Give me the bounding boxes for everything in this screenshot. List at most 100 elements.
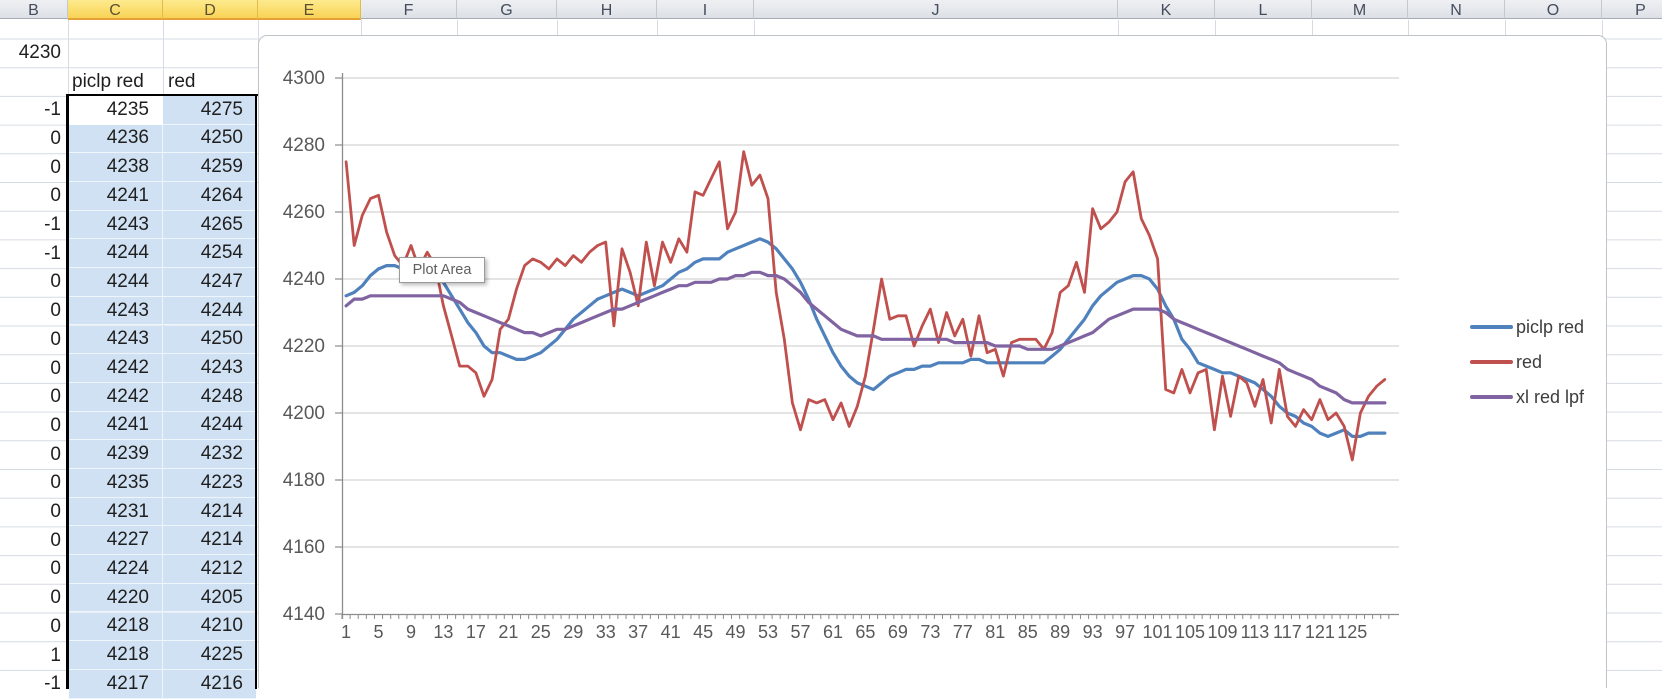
legend-label: red	[1516, 352, 1543, 372]
cell-red[interactable]: 4205	[163, 583, 256, 613]
cell-b[interactable]: 0	[50, 587, 61, 609]
cell-b[interactable]: 0	[50, 472, 61, 494]
cell-piclp-red[interactable]: 4242	[68, 382, 163, 412]
x-axis-label: 29	[563, 622, 583, 642]
cell-red[interactable]: 4232	[163, 440, 256, 469]
cell-red[interactable]: 4243	[163, 354, 256, 383]
cell-piclp-red[interactable]: 4236	[68, 124, 163, 154]
cell-piclp-red[interactable]: 4243	[68, 325, 163, 355]
cell-red[interactable]: 4244	[163, 296, 256, 326]
column-header-c[interactable]: C	[68, 0, 163, 20]
cell-b[interactable]: 0	[50, 156, 61, 178]
column-header-l[interactable]: L	[1215, 0, 1312, 19]
cell-red[interactable]: 4254	[163, 239, 256, 269]
cell-piclp-red[interactable]: 4218	[68, 612, 163, 642]
column-header-m[interactable]: M	[1312, 0, 1408, 19]
cell-piclp-red[interactable]: 4220	[68, 583, 163, 613]
x-axis-label: 81	[985, 622, 1005, 642]
cell-b[interactable]: 1	[50, 644, 61, 666]
cell-b[interactable]: 0	[50, 185, 61, 207]
cell-b[interactable]: -1	[44, 242, 61, 264]
cell-red[interactable]: 4264	[163, 182, 256, 211]
cell-piclp-red[interactable]: 4243	[68, 296, 163, 326]
cell-red[interactable]: 4247	[163, 268, 256, 297]
cell-b[interactable]: 0	[50, 529, 61, 551]
cell-b[interactable]: -1	[44, 99, 61, 121]
cell-b[interactable]: 0	[50, 414, 61, 436]
column-header-p[interactable]: P	[1602, 0, 1662, 19]
cell-red[interactable]: 4210	[163, 612, 256, 642]
cell-b[interactable]: 0	[50, 127, 61, 149]
column-header-b[interactable]: B	[0, 0, 68, 19]
x-axis-label: 57	[790, 622, 810, 642]
column-label-piclp-red[interactable]: piclp red	[72, 70, 144, 92]
cell-red[interactable]: 4275	[163, 95, 256, 125]
cell-b[interactable]: 0	[50, 357, 61, 379]
column-header-g[interactable]: G	[457, 0, 557, 19]
x-axis-label: 53	[758, 622, 778, 642]
cell-b[interactable]: -1	[44, 214, 61, 236]
column-header-i[interactable]: I	[657, 0, 754, 19]
cell-piclp-red[interactable]: 4224	[68, 555, 163, 584]
cell-b[interactable]: 0	[50, 300, 61, 322]
cell-piclp-red[interactable]: 4239	[68, 440, 163, 469]
column-header-k[interactable]: K	[1118, 0, 1215, 19]
series-line-piclp-red	[344, 237, 1387, 438]
column-header-n[interactable]: N	[1408, 0, 1505, 19]
cell-b[interactable]: -1	[44, 673, 61, 695]
cell-red[interactable]: 4216	[163, 669, 256, 699]
cell-piclp-red[interactable]: 4244	[68, 268, 163, 297]
cell-piclp-red[interactable]: 4217	[68, 669, 163, 699]
cell-red[interactable]: 4250	[163, 325, 256, 355]
cell-b-4230[interactable]: 4230	[18, 41, 61, 63]
cell-b[interactable]: 0	[50, 271, 61, 293]
cell-red[interactable]: 4212	[163, 555, 256, 584]
cell-red[interactable]: 4214	[163, 526, 256, 556]
cell-piclp-red[interactable]: 4235	[68, 469, 163, 498]
cell-piclp-red[interactable]: 4227	[68, 526, 163, 556]
cell-red[interactable]: 4225	[163, 641, 256, 670]
cell-piclp-red[interactable]: 4231	[68, 497, 163, 527]
cell-b[interactable]: 0	[50, 615, 61, 637]
column-header-f[interactable]: F	[361, 0, 457, 19]
column-header-d[interactable]: D	[163, 0, 258, 20]
cell-b[interactable]: 0	[50, 501, 61, 523]
cell-red[interactable]: 4248	[163, 382, 256, 412]
legend-entry-piclp-red[interactable]: piclp red	[1470, 316, 1584, 338]
y-axis-label: 4240	[283, 269, 325, 290]
legend-entry-red[interactable]: red	[1470, 351, 1542, 373]
column-header-j[interactable]: J	[754, 0, 1118, 19]
cell-piclp-red[interactable]: 4238	[68, 153, 163, 182]
legend-entry-xl-red-lpf[interactable]: xl red lpf	[1470, 386, 1584, 408]
cell-red[interactable]: 4259	[163, 153, 256, 182]
selection-border-right	[254, 93, 257, 689]
cell-b[interactable]: 0	[50, 328, 61, 350]
cell-piclp-red[interactable]: 4235	[68, 95, 163, 125]
column-label-red[interactable]: red	[168, 70, 196, 92]
cell-red[interactable]: 4265	[163, 210, 256, 240]
cell-red[interactable]: 4244	[163, 411, 256, 441]
cell-b[interactable]: 0	[50, 558, 61, 580]
cell-red[interactable]: 4223	[163, 469, 256, 498]
column-header-o[interactable]: O	[1505, 0, 1602, 19]
x-axis-label: 37	[628, 622, 648, 642]
cell-b[interactable]: 0	[50, 443, 61, 465]
cell-red[interactable]: 4250	[163, 124, 256, 154]
cell-piclp-red[interactable]: 4218	[68, 641, 163, 670]
cell-piclp-red[interactable]: 4242	[68, 354, 163, 383]
column-header-h[interactable]: H	[557, 0, 657, 19]
y-axis-label: 4140	[283, 604, 325, 625]
cell-piclp-red[interactable]: 4241	[68, 411, 163, 441]
column-header-e[interactable]: E	[258, 0, 361, 20]
cell-red[interactable]: 4214	[163, 497, 256, 527]
cell-b[interactable]: 0	[50, 386, 61, 408]
cell-piclp-red[interactable]: 4241	[68, 182, 163, 211]
chart-object[interactable]: 4140 4160 4180 4200 4220 4240 4260 4280 4300 1 5 9 1…	[258, 35, 1607, 688]
tooltip-text: Plot Area	[412, 262, 472, 278]
cell-piclp-red[interactable]: 4243	[68, 210, 163, 240]
cell-piclp-red[interactable]: 4244	[68, 239, 163, 269]
x-axis-label: 89	[1050, 622, 1070, 642]
x-axis-label: 109	[1207, 622, 1237, 642]
